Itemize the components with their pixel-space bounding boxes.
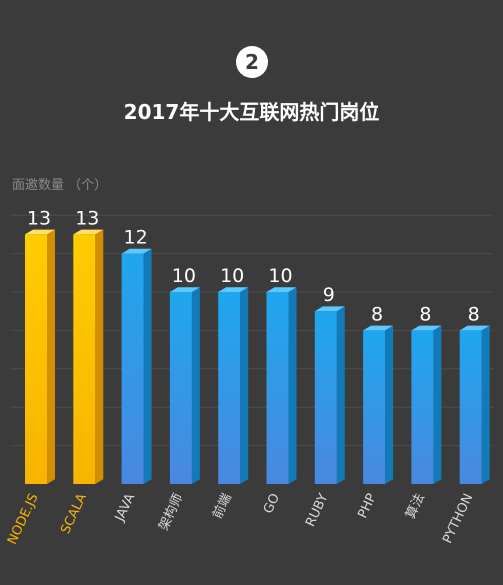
- bar-group: [25, 229, 55, 484]
- bar: [411, 330, 434, 484]
- category-label: GO: [261, 491, 283, 516]
- bar: [218, 292, 241, 484]
- value-label: 8: [419, 303, 431, 325]
- bar-group: [314, 306, 345, 484]
- category-label: PHP: [355, 491, 379, 521]
- value-label: 10: [172, 265, 196, 287]
- section-number-badge: 2: [236, 46, 268, 78]
- y-axis-label: 面邀数量 （个）: [12, 178, 108, 193]
- value-label: 8: [468, 303, 480, 325]
- bar: [266, 292, 289, 484]
- value-label: 13: [75, 207, 99, 229]
- value-label: 13: [27, 207, 51, 229]
- category-label: JAVA: [112, 491, 138, 524]
- bar-side: [240, 287, 249, 484]
- bar-top: [25, 229, 55, 235]
- category-label: NODE.JS: [5, 491, 42, 547]
- bar-side: [95, 229, 104, 484]
- bar-side: [47, 229, 55, 484]
- bar-top: [459, 325, 490, 331]
- chart-title: 2017年十大互联网热门岗位: [123, 100, 380, 124]
- bar-group: [363, 325, 394, 484]
- bar-top: [363, 325, 394, 331]
- category-label: RUBY: [303, 491, 331, 529]
- bar: [314, 311, 337, 484]
- bar-group: [459, 325, 490, 484]
- value-label: 8: [371, 303, 383, 325]
- value-label: 9: [323, 284, 335, 306]
- bar-group: [169, 287, 200, 484]
- category-label: SCALA: [58, 491, 90, 536]
- value-label: 10: [268, 265, 292, 287]
- bar-top: [218, 287, 249, 292]
- category-label: 算法: [403, 491, 428, 521]
- bar-top: [314, 306, 345, 312]
- category-label: PYTHON: [440, 491, 476, 546]
- bar-top: [266, 287, 297, 292]
- bar-side: [433, 325, 442, 484]
- bar-side: [385, 325, 394, 484]
- bar: [169, 292, 192, 484]
- bar-side: [336, 306, 345, 484]
- bar-group: [266, 287, 297, 484]
- bar-group: [73, 229, 104, 484]
- bar-group: [218, 287, 249, 484]
- bar-side: [288, 287, 297, 484]
- category-label: 前端: [209, 491, 234, 521]
- bar-top: [73, 229, 104, 235]
- value-label: 10: [220, 265, 244, 287]
- bar-side: [143, 248, 152, 484]
- category-label: 架构师: [156, 491, 186, 533]
- bar: [73, 234, 96, 484]
- bar: [459, 330, 482, 484]
- bar-top: [169, 287, 200, 292]
- bar-group: [121, 248, 152, 484]
- bar: [121, 253, 144, 484]
- bar-side: [481, 325, 490, 484]
- bar-group: [411, 325, 442, 484]
- bar-top: [121, 248, 152, 254]
- bar-top: [411, 325, 442, 331]
- bar: [363, 330, 386, 484]
- bar: [25, 234, 47, 484]
- bar-side: [191, 287, 200, 484]
- value-label: 12: [124, 227, 148, 249]
